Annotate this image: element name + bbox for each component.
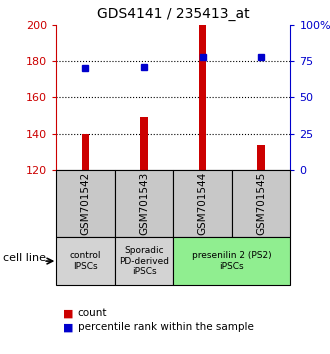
Bar [140,117,148,170]
Text: percentile rank within the sample: percentile rank within the sample [78,322,253,332]
Text: ■: ■ [63,308,73,318]
Text: GSM701545: GSM701545 [256,172,266,235]
Text: ■: ■ [63,322,73,332]
Text: Sporadic
PD-derived
iPSCs: Sporadic PD-derived iPSCs [119,246,169,276]
Text: GSM701543: GSM701543 [139,172,149,235]
Bar [199,25,206,170]
Text: control
IPSCs: control IPSCs [70,251,101,271]
Bar [56,170,115,237]
Bar [173,237,290,285]
Bar [257,144,265,170]
Title: GDS4141 / 235413_at: GDS4141 / 235413_at [97,7,249,21]
Bar [232,170,290,237]
Text: cell line: cell line [3,252,46,263]
Bar [173,170,232,237]
Bar [115,170,173,237]
Bar [56,237,115,285]
Text: count: count [78,308,107,318]
Bar [115,237,173,285]
Text: GSM701544: GSM701544 [198,172,208,235]
Text: GSM701542: GSM701542 [81,172,90,235]
Text: presenilin 2 (PS2)
iPSCs: presenilin 2 (PS2) iPSCs [192,251,272,271]
Bar [82,133,89,170]
